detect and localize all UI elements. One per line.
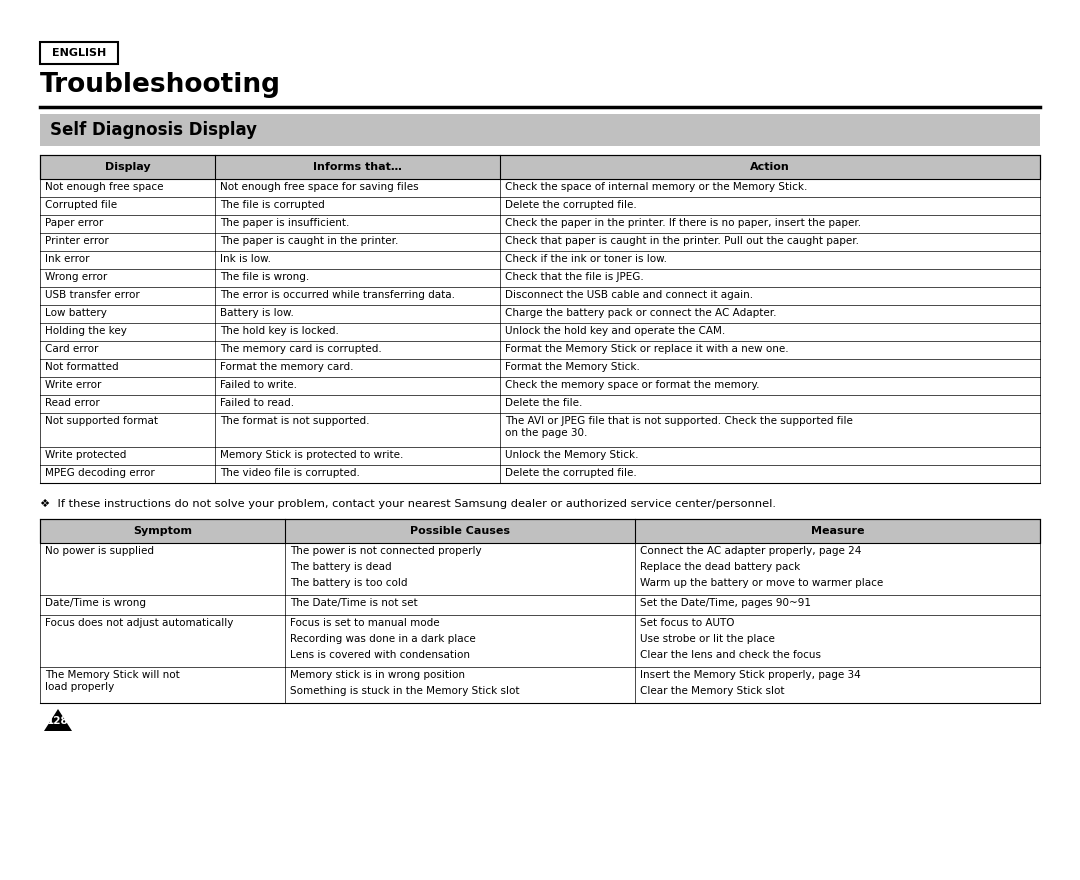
Text: The video file is corrupted.: The video file is corrupted. [220, 468, 360, 478]
Text: Unlock the hold key and operate the CAM.: Unlock the hold key and operate the CAM. [505, 326, 726, 336]
Text: Check the paper in the printer. If there is no paper, insert the paper.: Check the paper in the printer. If there… [505, 218, 861, 228]
Text: The power is not connected properly: The power is not connected properly [291, 546, 482, 556]
Text: No power is supplied: No power is supplied [45, 546, 154, 556]
Bar [40, 155, 1040, 179]
Text: MPEG decoding error: MPEG decoding error [45, 468, 154, 478]
Text: Not enough free space: Not enough free space [45, 182, 163, 192]
Text: Delete the file.: Delete the file. [505, 398, 582, 408]
Text: Check the memory space or format the memory.: Check the memory space or format the mem… [505, 380, 759, 390]
Text: Not enough free space for saving files: Not enough free space for saving files [220, 182, 419, 192]
Bar [40, 519, 1040, 543]
Text: Date/Time is wrong: Date/Time is wrong [45, 598, 146, 608]
Bar [40, 42, 118, 64]
Text: Write protected: Write protected [45, 450, 126, 460]
Text: Low battery: Low battery [45, 308, 107, 318]
Text: Connect the AC adapter properly, page 24: Connect the AC adapter properly, page 24 [640, 546, 862, 556]
Text: Charge the battery pack or connect the AC Adapter.: Charge the battery pack or connect the A… [505, 308, 777, 318]
Text: The format is not supported.: The format is not supported. [220, 416, 369, 426]
Text: Self Diagnosis Display: Self Diagnosis Display [50, 121, 257, 139]
Text: The error is occurred while transferring data.: The error is occurred while transferring… [220, 290, 455, 300]
Text: Delete the corrupted file.: Delete the corrupted file. [505, 200, 637, 210]
Text: Not supported format: Not supported format [45, 416, 158, 426]
Text: Failed to read.: Failed to read. [220, 398, 294, 408]
Text: Recording was done in a dark place: Recording was done in a dark place [291, 634, 476, 644]
Text: The paper is caught in the printer.: The paper is caught in the printer. [220, 236, 399, 246]
Text: Read error: Read error [45, 398, 99, 408]
Text: Replace the dead battery pack: Replace the dead battery pack [640, 562, 800, 572]
Text: Write error: Write error [45, 380, 102, 390]
Text: The file is corrupted: The file is corrupted [220, 200, 325, 210]
Text: Check if the ink or toner is low.: Check if the ink or toner is low. [505, 254, 667, 264]
Text: Ink error: Ink error [45, 254, 90, 264]
Text: Holding the key: Holding the key [45, 326, 126, 336]
Text: The Date/Time is not set: The Date/Time is not set [291, 598, 418, 608]
Text: Action: Action [751, 162, 789, 172]
Text: Warm up the battery or move to warmer place: Warm up the battery or move to warmer pl… [640, 578, 883, 588]
Text: 128: 128 [48, 716, 69, 726]
Text: Measure: Measure [811, 526, 864, 536]
Text: Memory Stick is protected to write.: Memory Stick is protected to write. [220, 450, 403, 460]
Text: Ink is low.: Ink is low. [220, 254, 271, 264]
Text: Format the memory card.: Format the memory card. [220, 362, 353, 372]
Text: The file is wrong.: The file is wrong. [220, 272, 309, 282]
Text: Disconnect the USB cable and connect it again.: Disconnect the USB cable and connect it … [505, 290, 753, 300]
Text: Check the space of internal memory or the Memory Stick.: Check the space of internal memory or th… [505, 182, 808, 192]
Text: Wrong error: Wrong error [45, 272, 107, 282]
Text: The battery is too cold: The battery is too cold [291, 578, 407, 588]
Text: ❖  If these instructions do not solve your problem, contact your nearest Samsung: ❖ If these instructions do not solve you… [40, 499, 777, 509]
Polygon shape [44, 709, 72, 731]
Text: The AVI or JPEG file that is not supported. Check the supported file
on the page: The AVI or JPEG file that is not support… [505, 416, 853, 437]
Text: Display: Display [105, 162, 150, 172]
Text: Clear the lens and check the focus: Clear the lens and check the focus [640, 650, 821, 660]
Text: Check that paper is caught in the printer. Pull out the caught paper.: Check that paper is caught in the printe… [505, 236, 859, 246]
Text: Informs that…: Informs that… [313, 162, 402, 172]
Bar [40, 114, 1040, 146]
Text: Possible Causes: Possible Causes [410, 526, 510, 536]
Text: The memory card is corrupted.: The memory card is corrupted. [220, 344, 381, 354]
Text: Paper error: Paper error [45, 218, 104, 228]
Text: Failed to write.: Failed to write. [220, 380, 297, 390]
Text: Format the Memory Stick or replace it with a new one.: Format the Memory Stick or replace it wi… [505, 344, 788, 354]
Text: Something is stuck in the Memory Stick slot: Something is stuck in the Memory Stick s… [291, 686, 519, 696]
Text: Unlock the Memory Stick.: Unlock the Memory Stick. [505, 450, 638, 460]
Text: Delete the corrupted file.: Delete the corrupted file. [505, 468, 637, 478]
Text: Printer error: Printer error [45, 236, 109, 246]
Text: ENGLISH: ENGLISH [52, 48, 106, 58]
Text: Lens is covered with condensation: Lens is covered with condensation [291, 650, 470, 660]
Text: Set focus to AUTO: Set focus to AUTO [640, 618, 734, 628]
Text: Not formatted: Not formatted [45, 362, 119, 372]
Text: The hold key is locked.: The hold key is locked. [220, 326, 339, 336]
Text: Battery is low.: Battery is low. [220, 308, 294, 318]
Text: The paper is insufficient.: The paper is insufficient. [220, 218, 349, 228]
Text: The Memory Stick will not
load properly: The Memory Stick will not load properly [45, 670, 179, 692]
Text: Symptom: Symptom [133, 526, 192, 536]
Text: Memory stick is in wrong position: Memory stick is in wrong position [291, 670, 465, 680]
Text: Insert the Memory Stick properly, page 34: Insert the Memory Stick properly, page 3… [640, 670, 861, 680]
Text: Focus does not adjust automatically: Focus does not adjust automatically [45, 618, 233, 628]
Text: Format the Memory Stick.: Format the Memory Stick. [505, 362, 639, 372]
Text: USB transfer error: USB transfer error [45, 290, 139, 300]
Text: Use strobe or lit the place: Use strobe or lit the place [640, 634, 774, 644]
Text: Card error: Card error [45, 344, 98, 354]
Text: The battery is dead: The battery is dead [291, 562, 392, 572]
Text: Troubleshooting: Troubleshooting [40, 72, 281, 98]
Text: Focus is set to manual mode: Focus is set to manual mode [291, 618, 440, 628]
Text: Check that the file is JPEG.: Check that the file is JPEG. [505, 272, 644, 282]
Text: Clear the Memory Stick slot: Clear the Memory Stick slot [640, 686, 784, 696]
Text: Set the Date/Time, pages 90~91: Set the Date/Time, pages 90~91 [640, 598, 811, 608]
Text: Corrupted file: Corrupted file [45, 200, 117, 210]
